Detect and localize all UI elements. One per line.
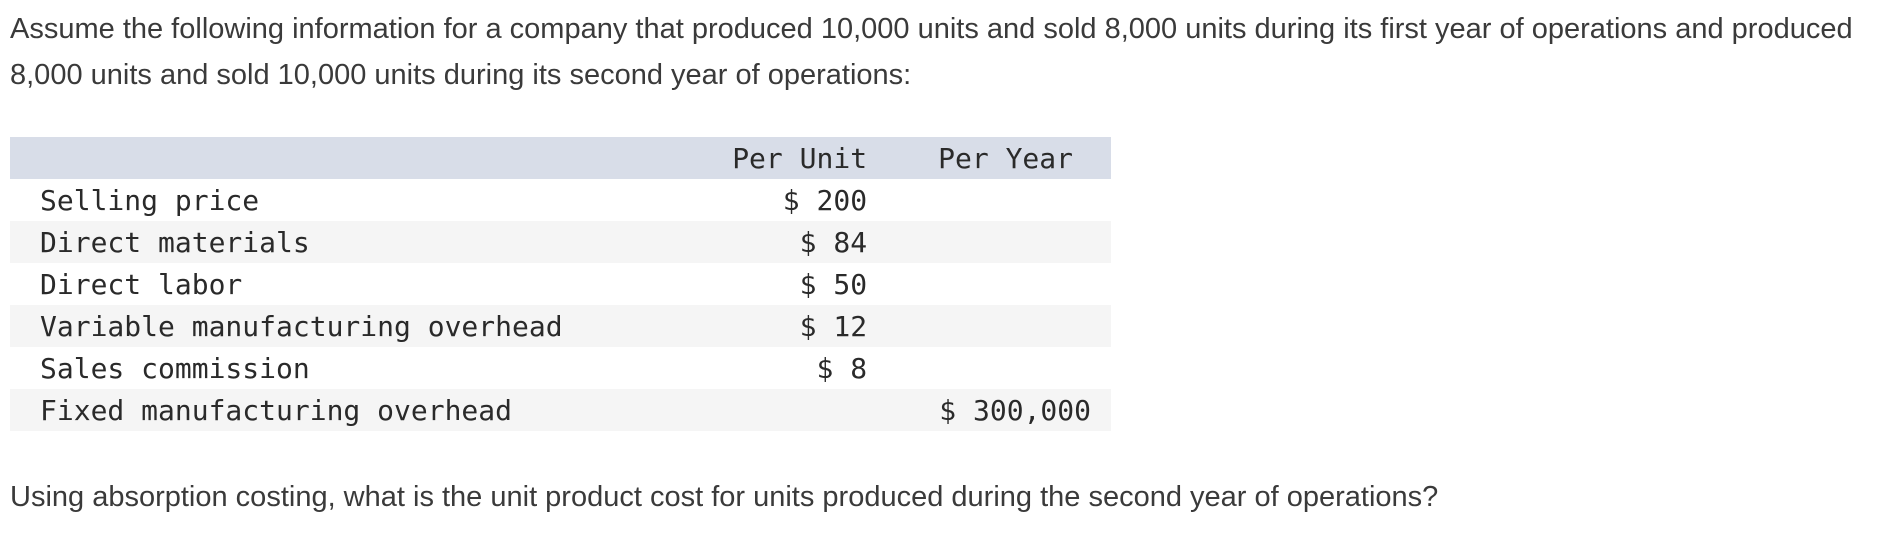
- table-row: Direct labor $ 50: [10, 263, 1111, 305]
- question-paragraph: Using absorption costing, what is the un…: [10, 481, 1439, 513]
- table-row: Fixed manufacturing overhead $ 300,000: [10, 389, 1111, 431]
- row-label: Fixed manufacturing overhead: [40, 393, 513, 427]
- header-per-year: Per Year: [938, 141, 1073, 175]
- table-header-row: Per Unit Per Year: [10, 137, 1111, 179]
- row-label: Selling price: [40, 183, 260, 217]
- header-label: [10, 137, 701, 179]
- row-label: Direct materials: [40, 225, 310, 259]
- intro-paragraph: Assume the following information for a c…: [10, 13, 1853, 91]
- row-per-year: $ 300,000: [939, 393, 1091, 427]
- row-per-year: [867, 221, 1111, 263]
- row-per-unit: $ 50: [799, 267, 868, 301]
- row-per-year: [867, 263, 1111, 305]
- header-per-unit: Per Unit: [732, 141, 868, 175]
- row-per-unit: [701, 389, 867, 431]
- row-per-unit: $ 12: [799, 309, 868, 343]
- table-row: Selling price $ 200: [10, 179, 1111, 221]
- row-per-year: [867, 305, 1111, 347]
- table-row: Sales commission $ 8: [10, 347, 1111, 389]
- row-per-unit: $ 8: [816, 351, 868, 385]
- row-per-year: [867, 347, 1111, 389]
- row-per-year: [867, 179, 1111, 221]
- row-label: Variable manufacturing overhead: [40, 309, 563, 343]
- row-label: Sales commission: [40, 351, 310, 385]
- table-row: Variable manufacturing overhead $ 12: [10, 305, 1111, 347]
- row-label: Direct labor: [40, 267, 243, 301]
- row-per-unit: $ 200: [782, 183, 868, 217]
- cost-data-table: Per Unit Per Year Selling price $ 200 Di…: [10, 137, 1111, 431]
- row-per-unit: $ 84: [799, 225, 868, 259]
- table-row: Direct materials $ 84: [10, 221, 1111, 263]
